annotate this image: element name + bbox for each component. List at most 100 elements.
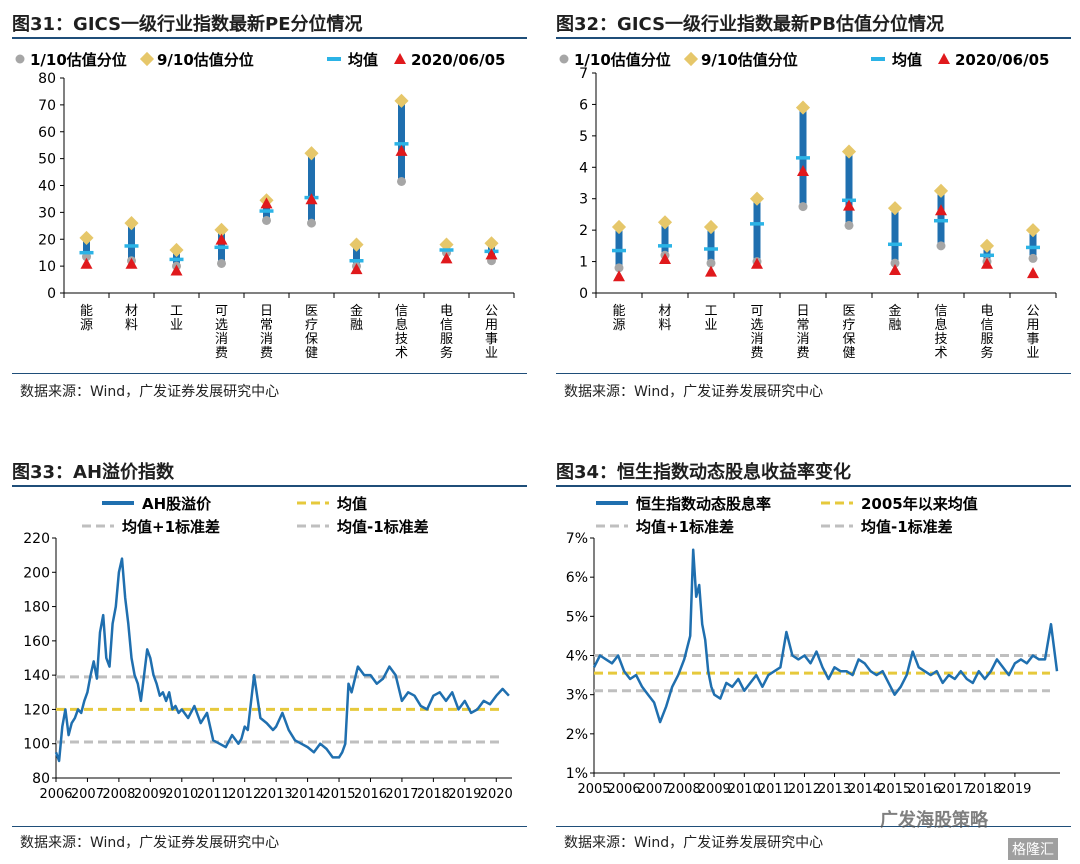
x-tick-label: 2012 [788,782,821,797]
category-label-char: 源 [80,318,93,333]
category-label-char: 业 [704,318,717,333]
legend-marker-low [15,54,25,64]
category-label-char: 费 [215,346,228,361]
range-bar [753,198,761,262]
category-label-char: 术 [395,346,408,361]
x-tick-label: 2012 [228,787,261,802]
category-label-char: 业 [485,346,498,361]
category-label-char: 公 [485,304,498,319]
point-latest [125,257,138,269]
x-tick-label: 2011 [758,782,791,797]
legend-label-series: 恒生指数动态股息率 [636,495,771,513]
source-31: 数据来源：Wind，广发证券发展研究中心 [20,384,280,400]
range-bar [891,208,899,264]
y-tick-label: 40 [38,179,56,195]
point-high [304,146,319,161]
point-high [703,219,719,235]
category-label-char: 公 [1026,304,1039,319]
category-label-char: 可 [215,304,228,319]
chart-31: 1/10估值分位 9/10估值分位 均值 2020/06/05 0 10 20 30 40 50 6… [15,51,515,361]
x-tick-label: 2008 [102,787,135,802]
category-label-char: 日 [260,304,273,319]
x-tick-label: 2019 [998,782,1031,797]
source-33: 数据来源：Wind，广发证券发展研究中心 [20,835,280,851]
category-label-char: 能 [80,304,93,319]
point-low [798,202,808,212]
y-tick-label: 160 [23,634,50,650]
range-bar [937,190,945,246]
legend-label-series: AH股溢价 [142,495,212,513]
category-label-char: 信 [980,318,993,333]
category-label-char: 常 [260,318,273,333]
legend-label-plus-sd: 均值+1标准差 [122,518,220,536]
x-tick-label: 2007 [71,787,104,802]
point-latest [350,263,363,275]
x-tick-label: 2009 [698,782,731,797]
x-tick-label: 2017 [938,782,971,797]
category-label-char: 息 [934,317,947,333]
point-high [79,230,94,245]
y-tick-label: 1% [566,766,588,782]
category-label-char: 工 [704,304,717,319]
point-low [1028,253,1038,263]
category-label-char: 健 [305,346,318,361]
y-tick-label: 140 [23,668,50,684]
y-tick-label: 3% [566,688,588,704]
point-high [841,144,857,159]
y-tick-label: 50 [38,152,56,168]
category-label-group: 工业 [170,304,183,333]
point-high [611,219,627,235]
x-tick-label: 2006 [608,782,641,797]
legend-label-mean: 均值 [337,495,367,513]
source-34: 数据来源：Wind，广发证券发展研究中心 [564,835,824,851]
category-label-char: 用 [1026,318,1039,333]
point-high [394,93,409,108]
point-high [214,222,229,237]
category-label-char: 务 [980,345,993,361]
category-label-char: 事 [485,332,498,347]
x-tick-label: 2015 [878,782,911,797]
category-label-char: 电 [440,304,453,319]
category-label-char: 源 [612,318,625,333]
legend-marker-latest [394,53,406,64]
category-label-char: 融 [350,318,363,333]
category-label-char: 选 [750,318,763,333]
point-high [124,216,139,231]
y-tick-label: 220 [23,531,50,547]
y-tick-label: 4 [579,160,588,176]
category-label-char: 费 [260,346,273,361]
legend-label-latest: 2020/06/05 [411,51,505,69]
x-tick-label: 2014 [848,782,881,797]
category-label-char: 可 [750,304,763,319]
point-latest [395,144,408,156]
point-high [169,242,184,258]
y-tick-label: 6% [566,570,588,586]
title-rule-31 [12,37,527,39]
category-label-char: 业 [1026,346,1039,361]
point-high [349,237,364,252]
source-rule-34 [556,826,1071,827]
category-label-char: 工 [170,304,183,319]
series-line [592,548,1059,724]
legend-label-plus-sd: 均值+1标准差 [636,518,734,536]
point-latest [440,252,453,264]
x-tick-label: 2016 [354,787,387,802]
category-label-char: 医 [842,304,855,319]
point-latest [659,253,671,264]
y-tick-label: 3 [579,192,588,208]
y-tick-label: 6 [579,97,588,113]
legend-label-high: 9/10估值分位 [157,51,254,69]
x-tick-label: 2006 [39,787,72,802]
point-latest [170,264,183,276]
chart-title-33: 图33：AH溢价指数 [12,462,175,483]
point-low [82,252,91,262]
point-low [614,263,624,273]
category-label-group: 材料 [125,304,138,333]
x-tick-label: 2017 [385,787,418,802]
